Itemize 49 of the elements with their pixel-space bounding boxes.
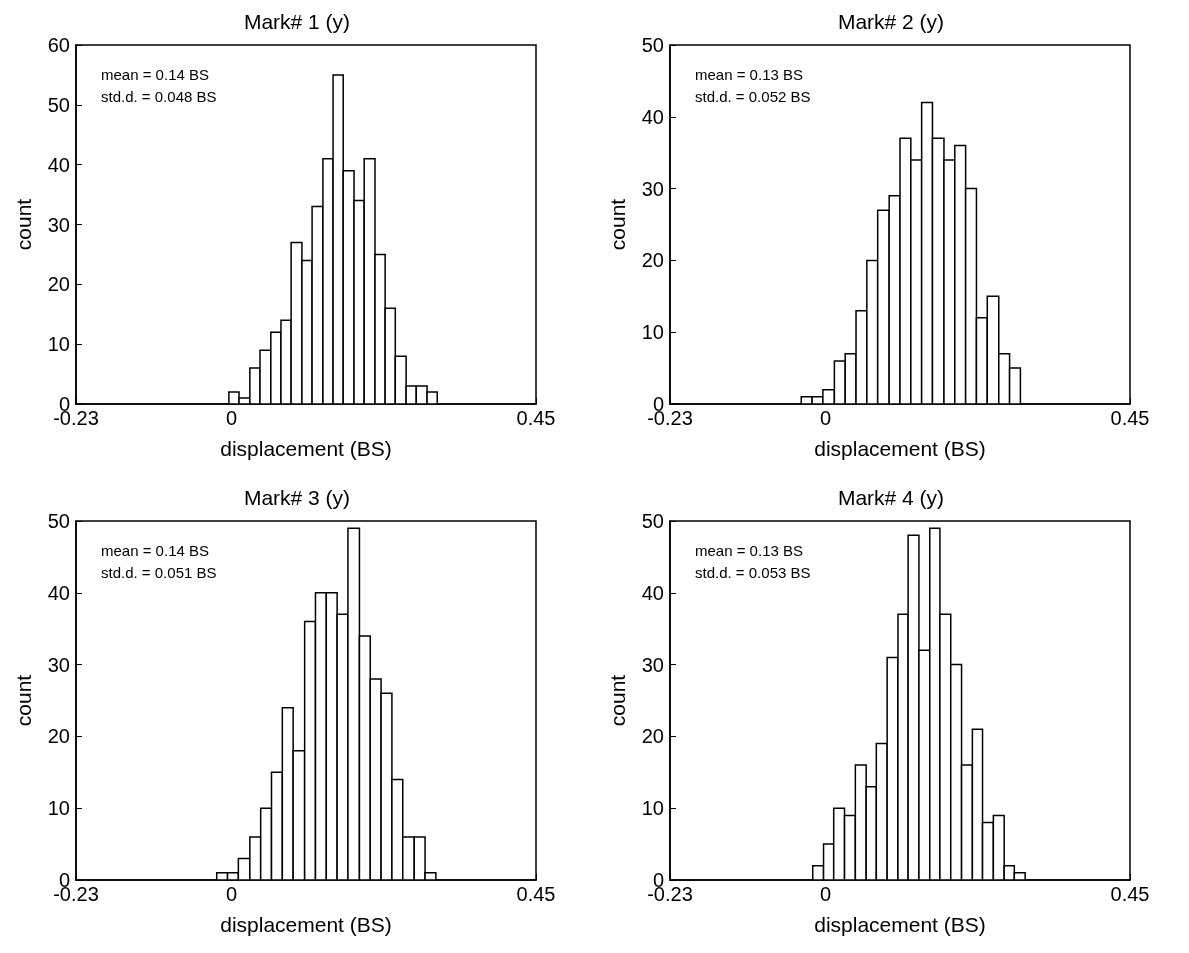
x-tick-label: 0.45 — [516, 407, 556, 429]
annotation: std.d. = 0.053 BS — [695, 563, 811, 581]
y-axis-title: count — [12, 198, 35, 251]
annotation: std.d. = 0.052 BS — [695, 87, 811, 105]
chart-title: Mark# 4 (y) — [837, 486, 945, 509]
y-tick-label: 20 — [641, 725, 664, 748]
x-tick-label: 0 — [820, 883, 832, 905]
x-axis-title: displacement (BS) — [220, 437, 392, 460]
chart-title: Mark# 3 (y) — [243, 486, 351, 509]
x-tick-label: 0.45 — [1110, 883, 1150, 905]
y-tick-label: 10 — [47, 333, 70, 356]
x-axis-title: displacement (BS) — [814, 913, 986, 936]
y-axis-title: count — [606, 674, 629, 727]
annotation: std.d. = 0.048 BS — [101, 87, 217, 105]
x-tick-label: 0 — [226, 883, 238, 905]
annotation: mean = 0.14 BS — [101, 541, 209, 559]
annotation: mean = 0.13 BS — [695, 541, 803, 559]
y-tick-label: 40 — [47, 153, 70, 176]
y-tick-label: 20 — [47, 725, 70, 748]
y-tick-label: 30 — [47, 213, 70, 236]
y-tick-label: 50 — [641, 34, 664, 56]
y-tick-label: 50 — [47, 510, 70, 532]
y-tick-label: 60 — [47, 34, 70, 56]
annotation: mean = 0.13 BS — [695, 65, 803, 83]
y-tick-label: 50 — [641, 510, 664, 532]
y-tick-label: 50 — [47, 93, 70, 116]
y-tick-label: 10 — [47, 797, 70, 820]
chart-title: Mark# 2 (y) — [837, 10, 945, 33]
chart-title: Mark# 1 (y) — [243, 10, 351, 33]
annotation: mean = 0.14 BS — [101, 65, 209, 83]
y-tick-label: 30 — [641, 177, 664, 200]
y-axis-title: count — [606, 198, 629, 251]
y-tick-label: 10 — [641, 321, 664, 344]
y-tick-label: 40 — [641, 581, 664, 604]
annotation: std.d. = 0.051 BS — [101, 563, 217, 581]
x-tick-label: 0 — [226, 407, 238, 429]
y-tick-label: 30 — [47, 653, 70, 676]
y-tick-label: 20 — [47, 273, 70, 296]
y-tick-label: 10 — [641, 797, 664, 820]
y-tick-label: 40 — [47, 581, 70, 604]
y-tick-label: 40 — [641, 105, 664, 128]
y-tick-label: 20 — [641, 249, 664, 272]
x-tick-label: 0.45 — [1110, 407, 1150, 429]
y-tick-label: 30 — [641, 653, 664, 676]
x-axis-title: displacement (BS) — [814, 437, 986, 460]
y-axis-title: count — [12, 674, 35, 727]
x-tick-label: 0.45 — [516, 883, 556, 905]
x-axis-title: displacement (BS) — [220, 913, 392, 936]
x-tick-label: 0 — [820, 407, 832, 429]
